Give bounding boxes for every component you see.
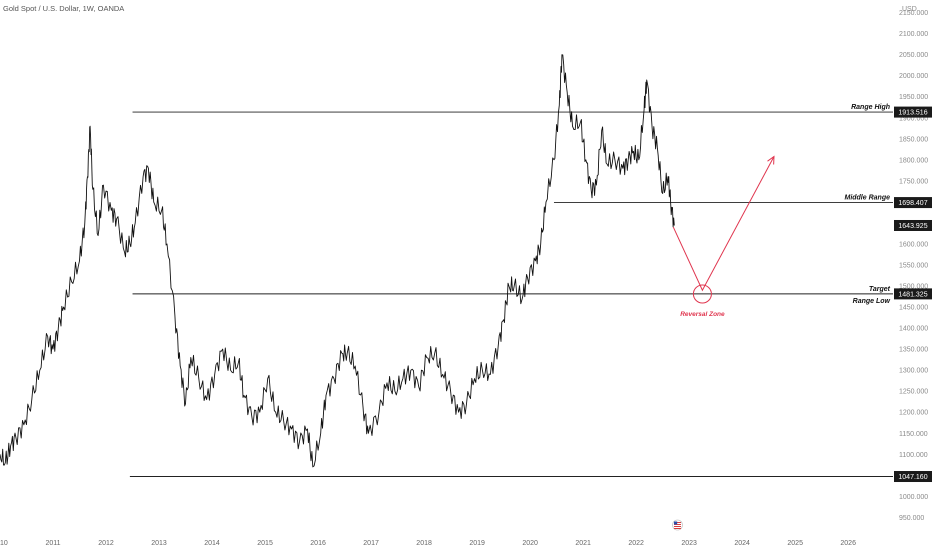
x-tick-label: 2019 <box>469 540 485 547</box>
y-tick-label: 1550.000 <box>899 263 928 270</box>
x-tick-label: 2015 <box>257 540 273 547</box>
x-tick-label: 2013 <box>151 540 167 547</box>
level-name-label: Middle Range <box>844 195 890 202</box>
y-tick-label: 1200.000 <box>899 410 928 417</box>
current-price-tag <box>894 219 932 231</box>
price-series-line <box>0 54 675 468</box>
us-flag-stripe <box>673 524 681 525</box>
current-price-value: 1643.925 <box>898 223 927 230</box>
y-tick-label: 1350.000 <box>899 347 928 354</box>
y-tick-label: 1950.000 <box>899 94 928 101</box>
us-flag-stripe <box>673 528 681 529</box>
x-tick-label: 2011 <box>45 540 60 547</box>
us-flag-stripe <box>673 522 681 523</box>
us-flag-stripe <box>673 526 681 527</box>
level-price-tag <box>894 106 932 118</box>
y-tick-label: 950.000 <box>899 515 924 522</box>
y-tick-label: 2000.000 <box>899 73 928 80</box>
x-tick-label: 2026 <box>840 540 856 547</box>
y-axis-currency-label: USD <box>902 6 917 13</box>
x-tick-label: 2024 <box>734 540 750 547</box>
x-tick-label: 2021 <box>575 540 591 547</box>
x-tick-label: 2025 <box>787 540 803 547</box>
projection-path <box>672 156 775 292</box>
x-tick-label: 2020 <box>522 540 538 547</box>
us-flag-canton <box>673 521 678 525</box>
y-tick-label: 1500.000 <box>899 284 928 291</box>
y-tick-label: 1400.000 <box>899 326 928 333</box>
x-tick-label: 2012 <box>98 540 114 547</box>
reversal-zone-label: Reversal Zone <box>680 311 725 318</box>
chart-title: Gold Spot / U.S. Dollar, 1W, OANDA <box>3 4 125 13</box>
y-tick-label: 2150.000 <box>899 10 928 17</box>
reversal-zone-circle <box>692 284 712 304</box>
x-tick-label: 2017 <box>363 540 379 547</box>
level-name-label: Target <box>869 286 891 293</box>
y-tick-label: 1600.000 <box>899 241 928 248</box>
y-tick-label: 1450.000 <box>899 305 928 312</box>
level-price-tag <box>894 471 932 483</box>
y-tick-label: 1150.000 <box>899 431 928 438</box>
projection-arrowhead <box>767 155 775 165</box>
level-price-value: 1481.325 <box>898 291 927 298</box>
x-tick-label: 2016 <box>310 540 326 547</box>
y-tick-label: 1900.000 <box>899 115 928 122</box>
level-price-value: 1047.160 <box>898 474 927 481</box>
x-tick-label: 2022 <box>628 540 644 547</box>
y-tick-label: 1000.000 <box>899 494 928 501</box>
x-tick-label: 2023 <box>681 540 697 547</box>
x-tick-label: 2018 <box>416 540 432 547</box>
y-tick-label: 1250.000 <box>899 389 928 396</box>
y-tick-label: 1850.000 <box>899 136 928 143</box>
level-name-label: Range Low <box>853 298 891 305</box>
y-tick-label: 2100.000 <box>899 31 928 38</box>
level-price-value: 1913.516 <box>898 110 927 117</box>
level-price-value: 1698.407 <box>898 200 927 207</box>
y-tick-label: 1750.000 <box>899 178 928 185</box>
level-name-label: Range High <box>851 104 890 111</box>
x-tick-label: 2010 <box>0 540 8 547</box>
level-price-tag <box>894 197 932 209</box>
y-tick-label: 1800.000 <box>899 157 928 164</box>
level-price-tag <box>894 288 932 300</box>
y-tick-label: 2050.000 <box>899 52 928 59</box>
x-tick-label: 2014 <box>204 540 220 547</box>
y-tick-label: 1300.000 <box>899 368 928 375</box>
y-tick-label: 1100.000 <box>899 452 928 459</box>
